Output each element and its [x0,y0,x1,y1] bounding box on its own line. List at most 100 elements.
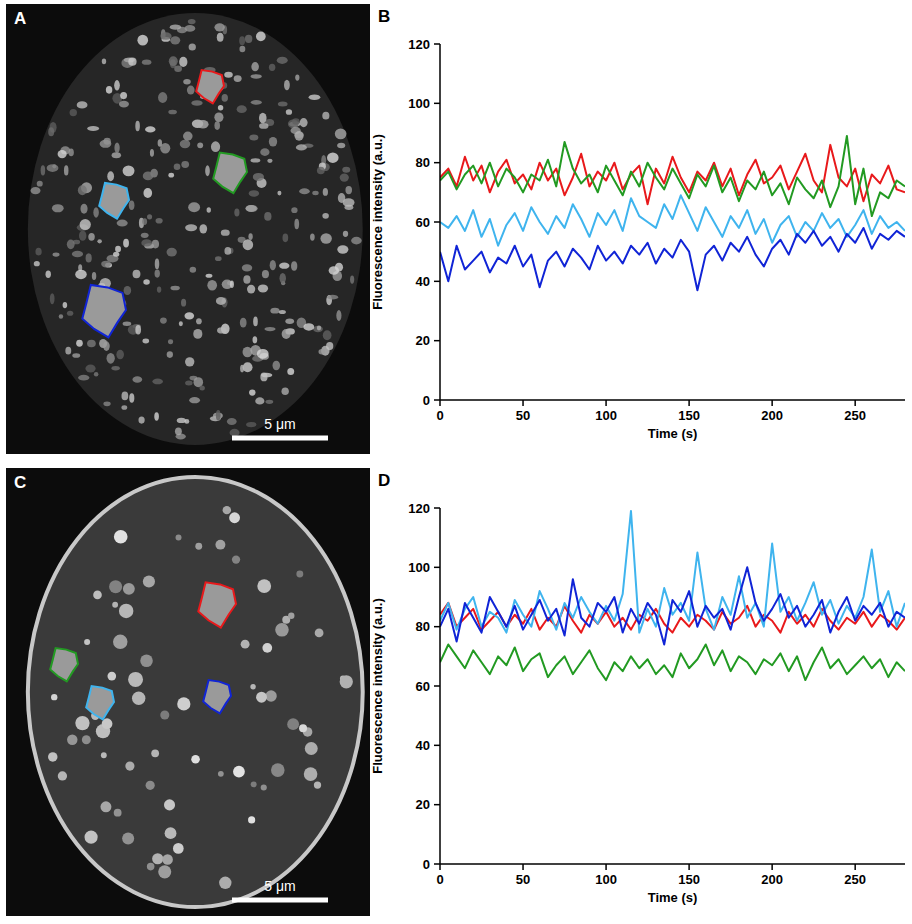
vesicle [207,280,217,291]
vesicle [264,327,275,331]
vesicle [189,397,200,403]
vesicle [269,64,275,71]
vesicle [245,205,256,212]
x-tick-label: 200 [761,872,783,887]
vesicle [185,357,194,366]
y-tick-label: 20 [416,333,430,348]
vesicle [260,372,267,381]
vesicle [167,351,173,358]
vesicle [37,181,43,187]
vesicle [119,101,129,108]
x-tick [605,864,607,870]
y-tick [434,221,440,223]
vesicle [191,755,200,764]
vesicle [195,543,202,550]
vesicle [51,694,57,700]
roi-blob [82,285,126,338]
vesicle [184,312,194,319]
vesicle [185,380,193,385]
scale-bar [232,898,328,903]
vesicle [305,742,318,755]
vesicle [123,583,135,595]
vesicle [250,684,255,689]
roi-outline [196,70,224,103]
vesicle [277,57,288,64]
vesicle [215,540,225,550]
vesicle [253,173,264,181]
vesicle [85,364,95,372]
vesicle [104,138,111,145]
vesicle [340,675,353,688]
vesicle [247,285,255,294]
vesicle [142,60,152,65]
vesicle [286,109,292,115]
vesicle [258,284,268,292]
y-tick-label: 100 [408,96,430,111]
vesicle [128,672,143,687]
vesicle [270,308,279,314]
vesicle [288,120,299,129]
vesicle [218,771,224,777]
vesicle [188,202,200,212]
vesicle [128,58,136,66]
roi-blob [203,680,231,713]
roi-blob [99,183,129,219]
vesicle [174,164,181,170]
series-line [440,567,905,644]
vesicle [92,272,96,280]
plot-area [440,136,905,290]
y-tick-label: 80 [416,155,430,170]
vesicle [164,799,175,810]
vesicle [82,735,91,744]
vesicle [336,310,341,321]
scale-bar-label: 5 μm [264,416,295,432]
vesicle [224,72,233,78]
vesicle [165,827,177,839]
vesicle [317,167,325,175]
x-axis-title: Time (s) [648,426,698,441]
vesicle [147,863,155,871]
scale-bar [232,436,328,441]
vesicle [217,327,226,333]
y-tick-label: 120 [408,501,430,516]
vesicle [296,570,303,577]
vesicle [102,59,106,65]
vesicle [256,692,267,703]
vesicle [242,264,252,271]
vesicle [313,326,323,332]
axes: 020406080100120050100150200250Time (s)Fl… [370,501,905,906]
vesicle [205,165,210,176]
vesicle [97,239,102,243]
vesicle [337,245,348,253]
vesicle [114,80,120,90]
vesicle [183,79,190,84]
vesicle [199,224,207,233]
vesicle [253,336,258,343]
vesicle [79,230,86,240]
x-tick-label: 0 [436,872,443,887]
vesicle [34,261,40,266]
plot-area [440,511,905,680]
vesicle [237,105,247,113]
vesicle [114,530,128,544]
vesicle [214,23,224,31]
vesicle [67,240,75,250]
vesicle [112,602,118,608]
vesicle [317,326,321,331]
vesicle [294,131,303,141]
vesicle [214,112,223,122]
vesicle [183,132,193,141]
vesicle [262,270,269,278]
x-axis [440,863,905,865]
vesicle [107,171,114,181]
panel-letter: C [14,473,26,492]
vesicle [76,340,83,347]
y-tick-label: 20 [416,797,430,812]
micrograph-content [6,468,370,916]
vesicle [309,94,321,100]
image-background [6,468,370,916]
vesicle [150,149,154,157]
vesicle [249,190,259,196]
vesicle [151,749,159,757]
vesicle [72,251,83,258]
